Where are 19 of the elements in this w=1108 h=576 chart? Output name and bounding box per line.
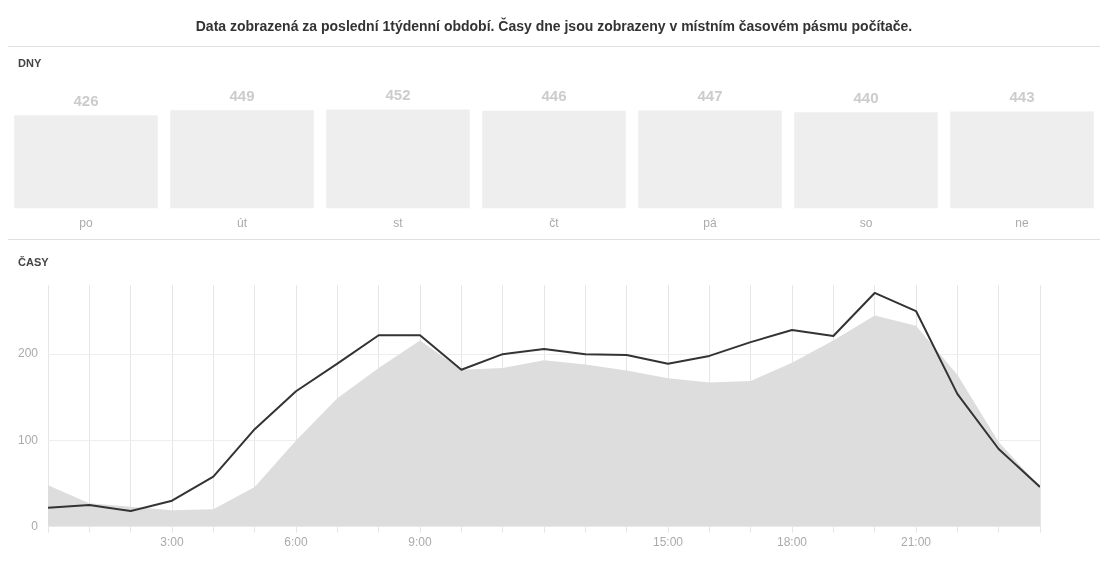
chart-title: Data zobrazená za poslední 1týdenní období. Časy dne jsou zobrazeny v místním časovém pásmu počítače. — [8, 14, 1100, 47]
x-tick-label: čt — [549, 216, 560, 231]
y-tick-label: 200 — [17, 346, 39, 361]
x-tick-label: 3:00 — [160, 535, 185, 550]
x-tick-label: 6:00 — [284, 535, 309, 550]
chart-subtitle: DNY — [17, 56, 43, 69]
x-tick-label: 18:00 — [776, 535, 808, 550]
x-tick-label: 21:00 — [900, 535, 932, 550]
x-tick-label: út — [236, 216, 248, 231]
y-tick-label: 0 — [31, 518, 39, 533]
x-tick-label: po — [79, 216, 93, 231]
x-tick-label: st — [393, 216, 404, 231]
x-tick-label: ne — [1015, 216, 1029, 231]
x-tick-label: 15:00 — [652, 535, 684, 550]
y-tick-label: 100 — [17, 432, 39, 447]
x-tick-label: so — [859, 216, 873, 231]
x-tick-label: pá — [703, 216, 717, 231]
x-tick-label: 9:00 — [408, 535, 433, 550]
chart-title: ČASY — [17, 255, 50, 268]
